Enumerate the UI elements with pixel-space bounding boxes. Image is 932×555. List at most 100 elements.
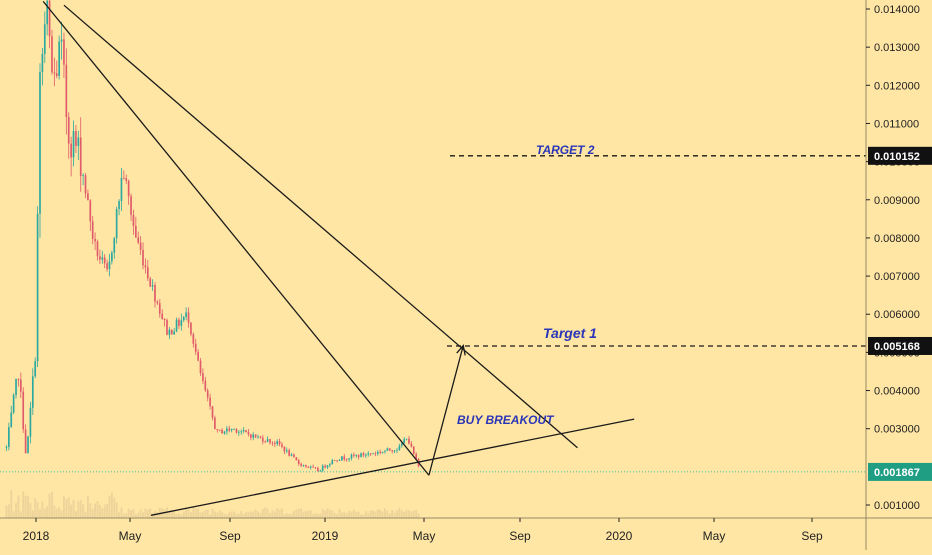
candle-body bbox=[230, 428, 233, 431]
volume-bar bbox=[249, 511, 252, 518]
candle-body bbox=[295, 457, 298, 461]
candle-body bbox=[336, 460, 338, 462]
volume-bar bbox=[132, 509, 135, 518]
candlesticks bbox=[5, 0, 420, 473]
volume-bar bbox=[343, 511, 346, 518]
candle-body bbox=[216, 429, 219, 430]
volume-bar bbox=[360, 514, 363, 518]
volume-bar bbox=[300, 508, 303, 518]
volume-bar bbox=[233, 511, 236, 518]
trendlines[interactable] bbox=[42, 0, 635, 516]
candle-body bbox=[223, 431, 226, 434]
candle-body bbox=[146, 267, 149, 279]
volume-bar bbox=[36, 502, 39, 518]
candle-body bbox=[27, 436, 29, 454]
candle-body bbox=[151, 285, 154, 287]
ascending-support-trendline[interactable] bbox=[150, 418, 635, 516]
volume-bar bbox=[381, 511, 384, 518]
candle-body bbox=[386, 448, 389, 451]
candle-body bbox=[77, 137, 80, 146]
volume-bar bbox=[324, 510, 327, 518]
candle-body bbox=[350, 454, 353, 459]
target2-price-tag-text: 0.010152 bbox=[874, 151, 920, 163]
candle-body bbox=[113, 238, 116, 253]
candle-body bbox=[388, 448, 391, 451]
x-tick-label: Sep bbox=[219, 529, 241, 543]
volume-bar bbox=[321, 508, 324, 518]
candle-body bbox=[118, 201, 120, 210]
time-axis[interactable]: 2018 May Sep 2019 May Sep 2020 May Sep bbox=[23, 518, 823, 543]
volume-bar bbox=[386, 510, 389, 518]
volume-bar bbox=[185, 508, 188, 518]
candle-body bbox=[324, 465, 326, 468]
volume-bar bbox=[218, 510, 221, 518]
candle-body bbox=[211, 406, 214, 418]
candle-body bbox=[82, 175, 84, 177]
volume-bar bbox=[393, 512, 396, 518]
candle-body bbox=[89, 200, 92, 222]
y-tick-label: 0.011000 bbox=[874, 118, 919, 130]
candle-body bbox=[115, 209, 118, 239]
volume-bar bbox=[48, 493, 51, 518]
candle-body bbox=[154, 285, 156, 302]
volume-bar bbox=[96, 501, 99, 518]
x-tick-label: May bbox=[119, 529, 142, 543]
candle-body bbox=[24, 429, 27, 454]
candle-body bbox=[343, 456, 346, 460]
volume-bar bbox=[19, 511, 22, 518]
candle-body bbox=[362, 453, 365, 456]
candle-body bbox=[357, 455, 360, 458]
candle-body bbox=[293, 454, 295, 458]
volume-bar bbox=[106, 503, 109, 518]
projection-arrow[interactable] bbox=[428, 344, 466, 476]
volume-bar bbox=[29, 503, 32, 518]
volume-bar bbox=[352, 509, 355, 518]
candle-body bbox=[142, 249, 144, 266]
candle-body bbox=[10, 412, 13, 428]
arrow-head bbox=[456, 344, 466, 356]
descending-2-trendline[interactable] bbox=[63, 4, 578, 449]
volume-bar bbox=[24, 495, 27, 518]
y-tick-label: 0.001000 bbox=[874, 500, 920, 512]
candle-body bbox=[391, 450, 394, 452]
candle-body bbox=[91, 221, 94, 239]
volume-bar bbox=[67, 497, 70, 518]
volume-bar bbox=[331, 510, 334, 518]
volume-bar bbox=[384, 508, 386, 518]
arrow-shaft bbox=[428, 345, 464, 476]
candle-body bbox=[312, 466, 314, 468]
volume-bar bbox=[379, 509, 382, 518]
volume-bar bbox=[297, 508, 300, 518]
volume-bar bbox=[340, 512, 343, 518]
volume-bar bbox=[206, 509, 209, 518]
volume-bar bbox=[146, 509, 149, 518]
candle-body bbox=[111, 252, 113, 262]
descending-1-trendline[interactable] bbox=[42, 0, 430, 476]
volume-bar bbox=[400, 510, 403, 518]
candle-body bbox=[242, 430, 245, 432]
candle-body bbox=[240, 431, 243, 433]
volume-bar bbox=[372, 510, 374, 518]
volume-bar bbox=[309, 509, 312, 518]
target1-price-tag: 0.005168 bbox=[868, 336, 932, 355]
volume-bar bbox=[259, 512, 262, 518]
candle-body bbox=[166, 319, 168, 335]
candle-body bbox=[264, 441, 267, 443]
candle-body bbox=[300, 463, 302, 466]
buy-breakout-label: BUY BREAKOUT bbox=[457, 413, 555, 427]
candle-body bbox=[226, 428, 228, 432]
x-tick-label: 2018 bbox=[23, 529, 50, 543]
candle-body bbox=[187, 312, 190, 323]
candle-body bbox=[79, 137, 82, 177]
candle-body bbox=[199, 360, 202, 374]
volume-bar bbox=[84, 511, 87, 518]
candle-body bbox=[379, 451, 382, 453]
volume-bar bbox=[209, 514, 212, 518]
volume-bar bbox=[396, 510, 398, 518]
volume-bar bbox=[194, 508, 197, 518]
candle-body bbox=[333, 460, 336, 461]
candle-body bbox=[12, 394, 15, 413]
